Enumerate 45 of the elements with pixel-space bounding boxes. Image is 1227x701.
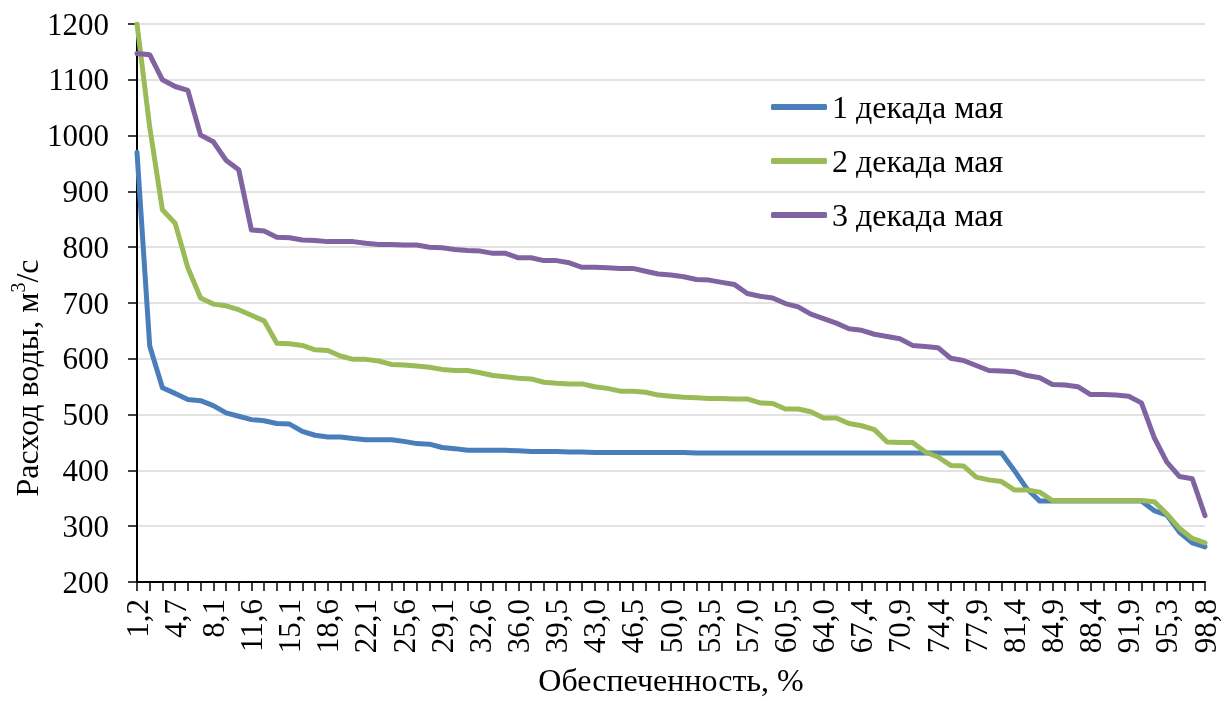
x-tick-label: 15,1 <box>272 599 308 654</box>
x-tick-label: 22,1 <box>348 599 384 654</box>
x-tick-label: 36,0 <box>500 599 536 654</box>
x-tick-label: 60,5 <box>767 599 803 654</box>
x-tick-label: 8,1 <box>195 599 231 638</box>
y-tick-label: 600 <box>62 341 109 377</box>
x-tick-label: 81,4 <box>996 598 1032 654</box>
legend-label: 1 декада мая <box>832 89 1004 125</box>
x-tick-label: 4,7 <box>157 599 193 638</box>
y-tick-label: 400 <box>62 452 109 488</box>
x-tick-label: 57,0 <box>729 599 765 654</box>
legend-label: 2 декада мая <box>832 143 1004 179</box>
x-tick-label: 29,1 <box>424 599 460 654</box>
x-tick-label: 67,4 <box>844 598 880 654</box>
y-tick-label: 1200 <box>47 6 109 42</box>
y-tick-label: 900 <box>62 173 109 209</box>
x-tick-label: 98,8 <box>1187 599 1223 654</box>
x-tick-label: 70,9 <box>882 599 918 654</box>
x-tick-label: 11,6 <box>233 599 269 653</box>
y-axis-title: Расход воды, м3/с <box>7 259 45 497</box>
x-tick-label: 88,4 <box>1073 598 1109 654</box>
x-tick-label: 39,5 <box>539 599 575 654</box>
y-tick-label: 1000 <box>47 118 109 154</box>
x-tick-label: 84,9 <box>1034 599 1070 654</box>
y-tick-label: 300 <box>62 508 109 544</box>
x-tick-label: 77,9 <box>958 599 994 654</box>
x-tick-label: 50,0 <box>653 599 689 654</box>
x-tick-label: 18,6 <box>310 599 346 654</box>
x-tick-label: 91,9 <box>1111 599 1147 654</box>
legend-label: 3 декада мая <box>832 197 1004 233</box>
x-tick-label: 43,0 <box>577 599 613 654</box>
x-tick-label: 53,5 <box>691 599 727 654</box>
y-tick-label: 800 <box>62 229 109 265</box>
x-tick-label: 74,4 <box>920 598 956 654</box>
y-tick-label: 500 <box>62 397 109 433</box>
x-tick-label: 46,5 <box>615 599 651 654</box>
y-tick-label: 200 <box>62 564 109 600</box>
x-tick-label: 64,0 <box>806 599 842 654</box>
y-tick-label: 1100 <box>48 62 109 98</box>
x-axis-title: Обеспеченность, % <box>538 662 804 698</box>
x-tick-label: 95,3 <box>1149 599 1185 654</box>
x-tick-label: 1,2 <box>119 599 155 638</box>
x-tick-label: 32,6 <box>462 599 498 654</box>
x-tick-label: 25,6 <box>386 599 422 654</box>
y-tick-label: 700 <box>62 285 109 321</box>
